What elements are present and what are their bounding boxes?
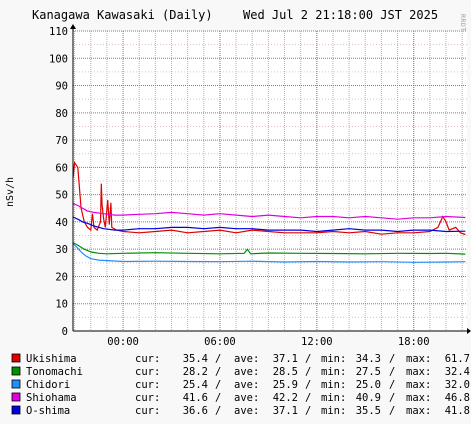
y-tick-label: 10 (55, 299, 68, 311)
legend-stat: cur: (135, 405, 160, 417)
legend-stat: 28.5 (273, 366, 298, 378)
legend-swatch (11, 379, 21, 389)
x-tick-label: 00:00 (107, 336, 139, 348)
legend-stat: min: (321, 353, 346, 365)
legend-stat: / (215, 392, 221, 404)
legend-stat: max: (406, 353, 431, 365)
series-line-tonomachi (72, 242, 466, 255)
legend-stat: cur: (135, 379, 160, 391)
legend-stat: 32.0 (445, 379, 470, 391)
legend-stat: max: (406, 392, 431, 404)
legend-stat: / (389, 353, 395, 365)
legend-stat: 34.3 (356, 353, 381, 365)
legend-stat: 41.8 (445, 405, 470, 417)
legend-stat: / (389, 379, 395, 391)
legend-stat: / (215, 379, 221, 391)
legend-stat: min: (321, 379, 346, 391)
legend-stat: 37.1 (273, 405, 298, 417)
legend-stat: / (305, 353, 311, 365)
legend-stat: 25.4 (183, 379, 208, 391)
legend-stat: / (305, 392, 311, 404)
legend-stat: 61.7 (445, 353, 470, 365)
legend-stat: 35.5 (356, 405, 381, 417)
legend-stat: min: (321, 366, 346, 378)
y-axis-label: nSv/h (5, 177, 16, 207)
legend-stat: / (215, 366, 221, 378)
legend-stat: 37.1 (273, 353, 298, 365)
series-line-ukishima (72, 161, 466, 236)
legend-stat: / (305, 366, 311, 378)
legend-stat: 25.0 (356, 379, 381, 391)
y-tick-label: 40 (55, 217, 68, 229)
legend-swatch (11, 353, 21, 363)
legend-series-name: Chidori (26, 379, 70, 391)
legend-stat: min: (321, 392, 346, 404)
legend-stat: / (389, 366, 395, 378)
y-tick-label: 50 (55, 190, 68, 202)
legend-stat: / (389, 405, 395, 417)
legend-stat: ave: (234, 353, 259, 365)
x-tick-label: 12:00 (301, 336, 333, 348)
chart-title: Kanagawa Kawasaki (Daily) (32, 8, 213, 22)
series-line-shiohama (72, 202, 466, 220)
legend-swatch (11, 366, 21, 376)
legend-stat: ave: (234, 405, 259, 417)
y-tick-label: 100 (49, 53, 68, 65)
legend-series-name: Shiohama (26, 392, 77, 404)
legend-series-name: Ukishima (26, 353, 77, 365)
legend-stat: cur: (135, 366, 160, 378)
legend-stat: 28.2 (183, 366, 208, 378)
legend: Ukishima cur: 35.4 / ave: 37.1 / min: 34.3 / max: 6… (11, 353, 470, 417)
y-tick-label: 30 (55, 244, 68, 256)
legend-stat: / (305, 405, 311, 417)
y-tick-label: 20 (55, 271, 68, 283)
series-line-chidori (72, 243, 466, 263)
y-tick-label: 60 (55, 162, 68, 174)
legend-swatch (11, 405, 21, 415)
y-tick-label: 0 (62, 326, 68, 338)
legend-stat: cur: (135, 392, 160, 404)
legend-stat: ave: (234, 392, 259, 404)
legend-stat: / (215, 405, 221, 417)
legend-stat: / (389, 392, 395, 404)
legend-stat: / (305, 379, 311, 391)
y-tick-label: 80 (55, 108, 68, 120)
y-axis-arrow (70, 24, 76, 29)
y-tick-label: 70 (55, 135, 68, 147)
chart-datetime: Wed Jul 2 21:18:00 JST 2025 (243, 8, 438, 22)
legend-stat: 36.6 (183, 405, 208, 417)
legend-stat: 40.9 (356, 392, 381, 404)
x-tick-label: 06:00 (204, 336, 236, 348)
legend-stat: min: (321, 405, 346, 417)
legend-stat: 32.4 (445, 366, 470, 378)
legend-stat: cur: (135, 353, 160, 365)
legend-stat: max: (406, 366, 431, 378)
x-tick-label: 18:00 (398, 336, 430, 348)
legend-series-name: Tonomachi (26, 366, 83, 378)
x-axis-arrow (467, 328, 471, 334)
legend-stat: / (215, 353, 221, 365)
legend-stat: ave: (234, 366, 259, 378)
legend-stat: 35.4 (183, 353, 208, 365)
plot-area: 0 10 20 30 40 50 60 70 80 90 100 110 00:00 06:00 12:00… (49, 24, 471, 348)
y-tick-label: 110 (49, 26, 68, 38)
legend-stat: max: (406, 405, 431, 417)
plot-background (73, 31, 467, 331)
legend-stat: 42.2 (273, 392, 298, 404)
legend-stat: 27.5 (356, 366, 381, 378)
y-tick-label: 90 (55, 81, 68, 93)
legend-stat: 25.9 (273, 379, 298, 391)
legend-stat: ave: (234, 379, 259, 391)
legend-stat: 41.6 (183, 392, 208, 404)
legend-swatch (11, 392, 21, 402)
legend-series-name: O-shima (26, 405, 70, 417)
legend-stat: max: (406, 379, 431, 391)
legend-stat: 46.8 (445, 392, 470, 404)
series-line-o-shima (72, 216, 466, 233)
